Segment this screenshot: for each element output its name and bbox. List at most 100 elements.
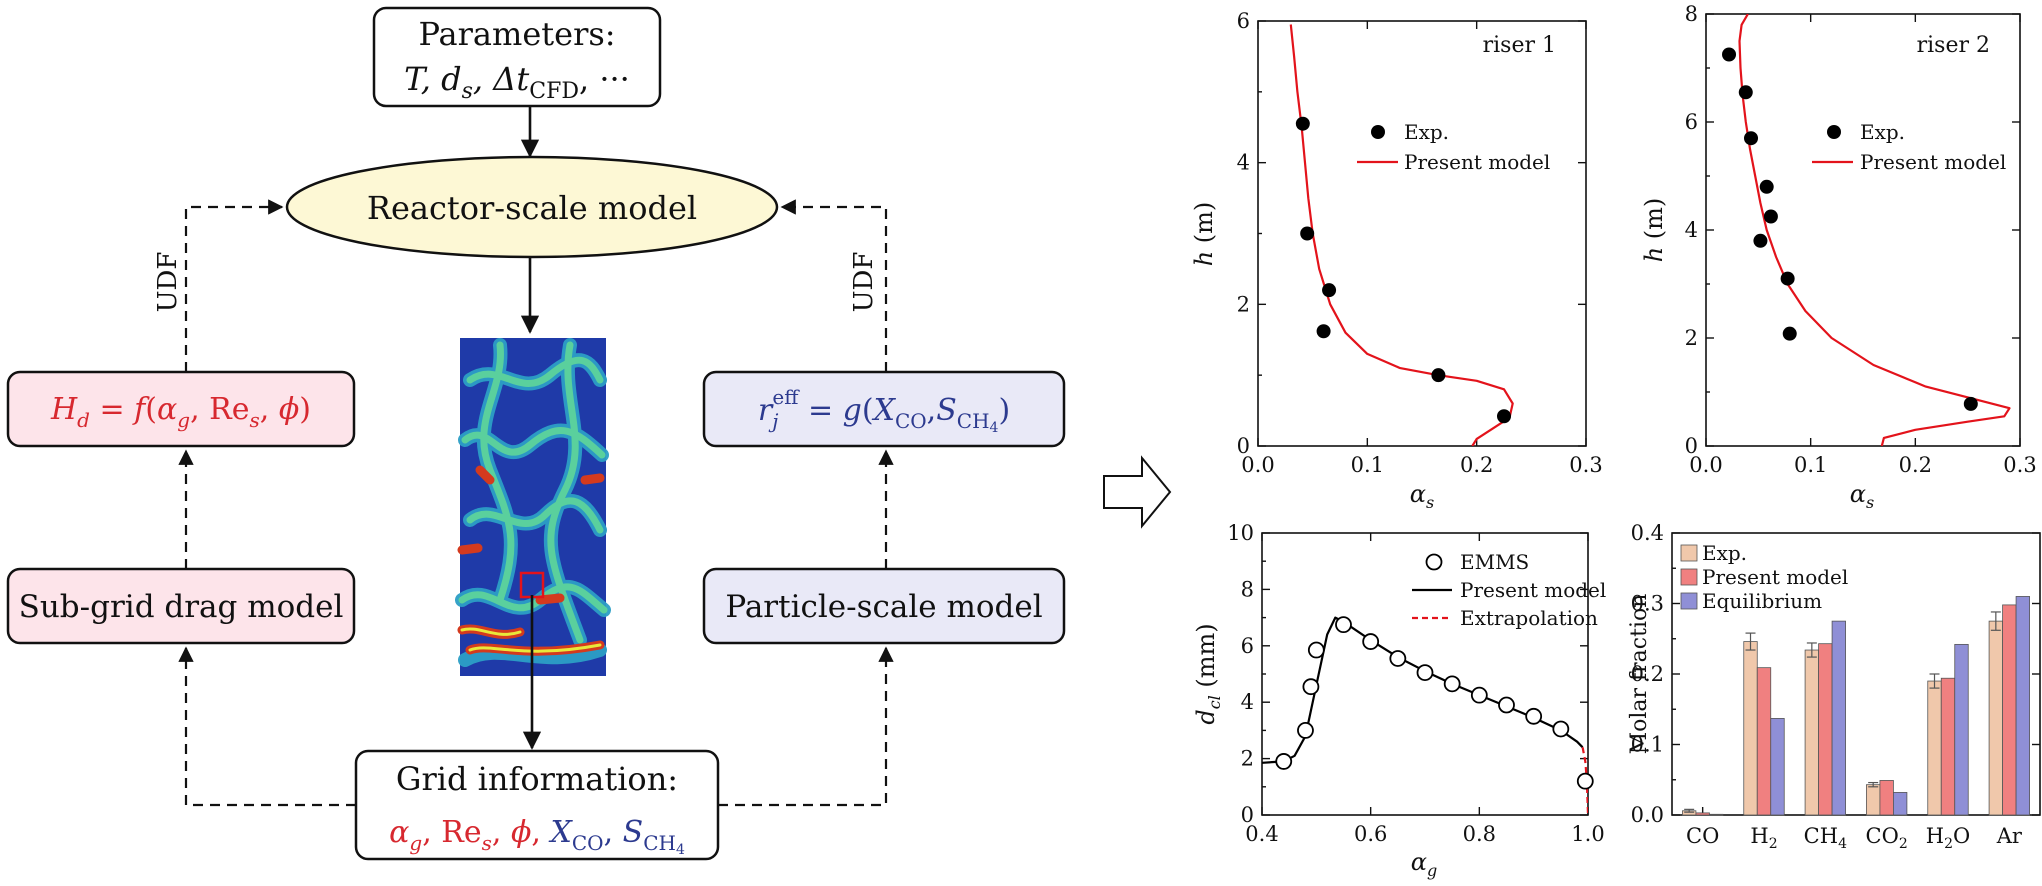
legend-marker-exp [1371,125,1385,139]
data-point [1552,720,1570,738]
bar [2002,604,2017,816]
y-tick-label: 6 [1685,110,1698,134]
bar [1940,677,1956,816]
series-line-extrapolation [1581,747,1588,815]
reactor-label: Reactor-scale model [367,189,697,227]
legend-label-bar-equilibrium: Equilibrium [1702,589,1822,613]
legend-riser-1: Exp. Present model [1357,120,1550,174]
y-tick-label: 2 [1237,292,1250,316]
x-tick-label: 0.3 [1569,453,1602,477]
reactor-scale-model-ellipse: Reactor-scale model [285,155,779,259]
y-tick-label: 0.1 [1631,733,1664,757]
data-point [1763,209,1778,224]
grid-information-box: Grid information: αg, Res, ϕ, XCO, SCH4 [354,749,720,861]
category-label: CH4 [1804,824,1847,852]
y-tick-label: 0.2 [1631,662,1664,686]
data-point [1722,47,1737,62]
data-point [1525,707,1543,725]
x-tick-label: 0.0 [1689,453,1722,477]
x-tick-label: 0.4 [1245,822,1278,846]
y-tick-label: 6 [1237,9,1250,33]
chart-riser-1: riser 1 0.0 0.1 0.2 0.3 0 2 4 6 Exp. Present mo… [1190,9,1603,512]
panel-label-riser-1: riser 1 [1483,33,1556,58]
bar [2015,596,2030,816]
data-point [1322,283,1337,298]
bar [1756,667,1772,816]
bar [1927,680,1942,816]
y-axis-label-riser-2: h (m) [1640,198,1668,263]
particle-scale-model-box: Particle-scale model [702,567,1066,645]
data-point [1295,116,1310,131]
x-tick-label: 0.1 [1351,453,1384,477]
parameters-title: Parameters: [418,15,615,53]
data-point [1300,226,1315,241]
bar [1879,780,1894,816]
grid-info-title: Grid information: [396,760,678,798]
x-tick-label: 0.1 [1794,453,1827,477]
bar [1954,643,1969,816]
udf-left-label: UDF [153,252,183,313]
y-tick-label: 0 [1241,803,1254,827]
x-tick-label: 0.2 [1460,453,1493,477]
data-point [1498,696,1515,714]
bar [1804,649,1819,816]
category-label: CO2 [1866,824,1908,852]
data-point [1576,772,1594,790]
data-point [1335,616,1352,634]
bar [1866,784,1881,816]
series-line-present-model [1738,14,2011,446]
legend-swatch-present [1680,568,1698,586]
legend-label-present: Present model [1460,578,1606,602]
particle-label: Particle-scale model [725,589,1042,625]
y-tick-label: 4 [1685,218,1698,242]
data-point [1443,675,1461,693]
rj-function-box: rjeff = g(XCO,SCH4) [702,370,1066,448]
data-point [1497,409,1511,424]
data-point [1780,271,1795,286]
x-tick-label: 1.0 [1571,822,1604,846]
legend-label-emms: EMMS [1460,550,1529,574]
data-point [1389,650,1407,667]
dashed-feedback-loops [178,199,894,807]
category-label: H2O [1926,824,1970,852]
category-label: H2 [1750,824,1777,852]
y-tick-label: 0 [1237,434,1250,458]
series-line-present-model [1289,24,1514,446]
y-tick-label: 4 [1237,151,1250,175]
legend-label-bar-present: Present model [1702,565,1848,589]
legend-molar-fraction: Exp. Present model Equilibrium [1680,541,1848,613]
x-tick-label: 0.0 [1241,453,1274,477]
legend-label-exp-2: Exp. [1860,120,1905,144]
y-tick-label: 6 [1241,634,1254,658]
y-axis-label-molar: Molar fraction [1627,594,1652,755]
bar [1893,792,1908,816]
data-point [1316,324,1331,339]
data-point [1307,641,1325,659]
bar [1695,812,1710,816]
chart-cluster-diameter: 0.4 0.6 0.8 1.0 0 2 4 6 8 10 EMMS Present model E… [1192,521,1606,880]
legend-marker-emms [1425,553,1443,571]
x-tick-label: 0.2 [1899,453,1932,477]
y-axis-label-riser-1: h (m) [1190,202,1218,267]
bar [1988,620,2003,816]
y-tick-label: 10 [1227,521,1254,545]
data-point [1753,233,1768,248]
x-axis-label-riser-2: αs [1850,480,1874,512]
data-point [1963,396,1978,411]
grid-info-line: αg, Res, ϕ, XCO, SCH4 [389,815,685,858]
chart-riser-2: riser 2 0.0 0.1 0.2 0.3 0 2 4 6 8 Exp. Present m… [1640,2,2037,512]
legend-cluster-diameter: EMMS Present model Extrapolation [1412,550,1606,630]
legend-label-extrapolation: Extrapolation [1460,606,1598,630]
data-point [1275,753,1293,770]
hollow-right-arrow-icon [1103,455,1172,529]
chart-molar-fraction: 0.0 0.1 0.2 0.3 0.4 CO H2 CH4 CO2 H2O Ar Exp. Pre… [1627,521,2041,852]
subgrid-label: Sub-grid drag model [19,589,344,625]
y-tick-label: 2 [1685,326,1698,350]
legend-swatch-exp [1680,544,1698,562]
y-tick-label: 8 [1685,2,1698,26]
y-tick-label: 2 [1241,747,1254,771]
data-point [1470,686,1488,704]
legend-label-exp: Exp. [1404,120,1449,144]
y-tick-label: 8 [1241,577,1254,601]
